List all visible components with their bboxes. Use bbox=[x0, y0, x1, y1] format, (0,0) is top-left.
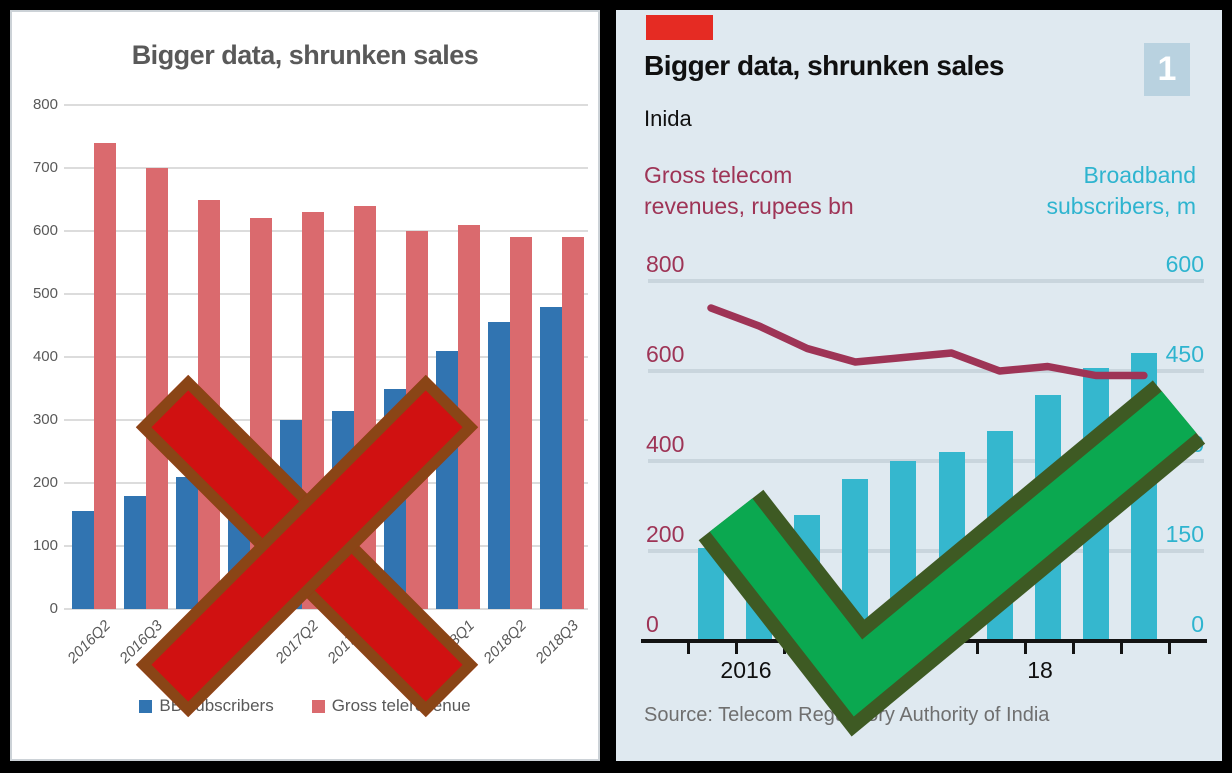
left-axis-title-line2: revenues, rupees bn bbox=[644, 193, 854, 219]
right-axis-tick-label: 300 bbox=[1165, 431, 1204, 457]
chart-title: Bigger data, shrunken sales bbox=[644, 50, 1004, 81]
axis-tick bbox=[1023, 643, 1027, 654]
y-axis-tick-label: 0 bbox=[49, 600, 58, 617]
y-axis-tick-label: 400 bbox=[32, 348, 58, 365]
x-axis-tick-label: 2018Q3 bbox=[532, 617, 583, 667]
y-axis-tick-label: 300 bbox=[32, 411, 58, 428]
right-axis-tick-label: 600 bbox=[1165, 251, 1204, 277]
gridline bbox=[648, 549, 1204, 553]
gross-telerevenue-bar bbox=[458, 224, 480, 609]
bb-subscribers-bar bbox=[488, 322, 510, 609]
axis-tick bbox=[735, 643, 739, 654]
broadband-bar bbox=[746, 533, 773, 641]
axis-tick bbox=[1168, 643, 1171, 654]
gridline bbox=[64, 230, 588, 232]
chart-number-badge: 1 bbox=[1144, 43, 1190, 96]
gross-telerevenue-bar bbox=[562, 237, 584, 609]
broadband-bar bbox=[842, 479, 869, 641]
broadband-bar bbox=[1130, 353, 1157, 641]
y-axis-tick-label: 800 bbox=[32, 96, 58, 113]
source-note: Source: Telecom Regulatory Authority of … bbox=[644, 704, 1050, 726]
x-axis-tick-label: 2016Q2 bbox=[64, 617, 115, 667]
bar-group bbox=[172, 105, 224, 609]
y-axis-tick-label: 700 bbox=[32, 159, 58, 176]
legend-label-gross-telerevenue: Gross telerevenue bbox=[331, 696, 471, 715]
legend-swatch-bb-subscribers bbox=[139, 699, 153, 713]
y-axis-tick-label: 600 bbox=[32, 222, 58, 239]
bar-group bbox=[120, 105, 172, 609]
y-axis-tick-label: 500 bbox=[32, 285, 58, 302]
red-tag-icon bbox=[646, 15, 713, 40]
legend-item-bb-subscribers: BB subscribers bbox=[139, 696, 274, 716]
left-axis-tick-label: 0 bbox=[646, 611, 659, 637]
axis-tick bbox=[831, 643, 835, 654]
broadband-bar bbox=[890, 461, 917, 641]
year-label: 2016 bbox=[720, 657, 772, 683]
axis-titles-row: Gross telecom revenues, rupees bn Broadb… bbox=[644, 160, 1196, 222]
axis-tick bbox=[687, 643, 690, 654]
gridline bbox=[64, 167, 588, 169]
gridline bbox=[648, 459, 1204, 463]
broadband-bar bbox=[1034, 395, 1061, 641]
left-axis-tick-label: 400 bbox=[646, 431, 685, 457]
gridline bbox=[64, 293, 588, 295]
y-axis-tick-label: 200 bbox=[32, 474, 58, 491]
broadband-bar bbox=[698, 548, 724, 641]
axis-tick bbox=[975, 643, 979, 654]
y-axis-tick-label: 100 bbox=[32, 537, 58, 554]
chart-subtitle: Inida bbox=[644, 106, 692, 131]
legend-swatch-gross-telerevenue bbox=[311, 699, 325, 713]
axis-tick bbox=[783, 643, 787, 654]
right-axis-tick-label: 450 bbox=[1165, 341, 1204, 367]
legend-item-gross-telerevenue: Gross telerevenue bbox=[311, 696, 471, 716]
bb-subscribers-bar bbox=[124, 495, 146, 609]
legend: BB subscribers Gross telerevenue bbox=[12, 696, 598, 716]
revenue-line bbox=[707, 304, 1148, 380]
right-axis-title-line2: subscribers, m bbox=[1046, 193, 1196, 219]
chart-title: Bigger data, shrunken sales bbox=[131, 40, 479, 70]
left-axis-title: Gross telecom revenues, rupees bn bbox=[644, 160, 854, 222]
bb-subscribers-bar bbox=[540, 306, 562, 609]
bb-subscribers-bar bbox=[72, 511, 94, 609]
broadband-bar bbox=[1082, 368, 1109, 641]
left-axis-tick-label: 200 bbox=[646, 521, 685, 547]
broadband-bar bbox=[986, 431, 1013, 641]
axis-tick bbox=[879, 643, 883, 654]
broadband-bar bbox=[938, 452, 965, 641]
right-axis-title-line1: Broadband bbox=[1083, 162, 1196, 188]
left-axis-tick-label: 800 bbox=[646, 251, 685, 277]
left-axis-tick-label: 600 bbox=[646, 341, 685, 367]
year-label: 18 bbox=[1027, 657, 1053, 683]
axis-tick bbox=[1071, 643, 1075, 654]
gridline bbox=[648, 279, 1204, 283]
gridline bbox=[64, 104, 588, 106]
right-axis-title: Broadband subscribers, m bbox=[1046, 160, 1196, 222]
left-axis-title-line1: Gross telecom bbox=[644, 162, 793, 188]
year-label: 17 bbox=[880, 657, 906, 683]
x-axis-tick-label: 2018Q2 bbox=[480, 617, 531, 667]
economist-chart-panel: 1 Bigger data, shrunken sales Inida Gros… bbox=[616, 10, 1222, 761]
gross-telerevenue-bar bbox=[146, 168, 168, 609]
gross-telerevenue-bar bbox=[510, 237, 532, 609]
right-axis-tick-label: 0 bbox=[1191, 611, 1204, 637]
axis-tick bbox=[1119, 643, 1123, 654]
gridline bbox=[64, 419, 588, 421]
bar-group bbox=[380, 105, 432, 609]
axis-tick bbox=[927, 643, 931, 654]
broadband-bar bbox=[794, 515, 821, 641]
bar-group bbox=[68, 105, 120, 609]
excel-chart-panel: Bigger data, shrunken sales 0 100 200 300 40… bbox=[10, 10, 600, 761]
gross-telerevenue-bar bbox=[94, 142, 116, 609]
bar-group bbox=[536, 105, 588, 609]
bar-group bbox=[432, 105, 484, 609]
bb-subscribers-bar bbox=[176, 476, 198, 609]
bar-group bbox=[484, 105, 536, 609]
gridline bbox=[648, 369, 1204, 373]
right-axis-tick-label: 150 bbox=[1165, 521, 1204, 547]
gridline bbox=[64, 356, 588, 358]
